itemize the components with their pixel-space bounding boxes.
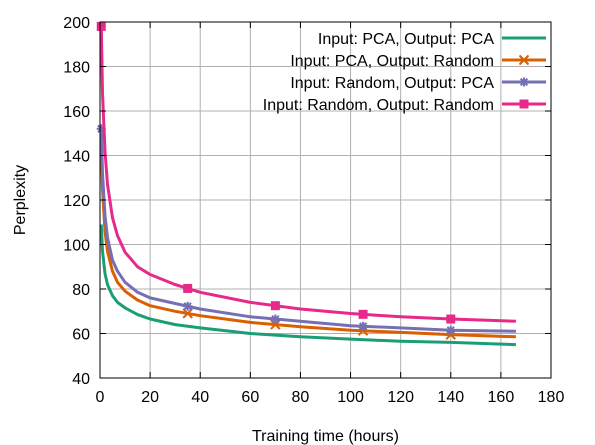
data-point-marker — [446, 325, 456, 335]
legend-entry: Input: PCA, Output: Random — [290, 53, 546, 70]
legend-label: Input: PCA, Output: Random — [290, 53, 494, 70]
x-tick-label: 20 — [141, 389, 159, 406]
x-tick-label: 160 — [488, 389, 515, 406]
series-line — [99, 128, 516, 333]
x-tick-label: 140 — [437, 389, 464, 406]
x-tick-label: 80 — [292, 389, 310, 406]
x-tick-label: 100 — [337, 389, 364, 406]
data-point-marker — [183, 283, 193, 293]
y-tick-label: 160 — [63, 104, 90, 121]
data-point-marker — [183, 301, 193, 311]
legend-entry: Input: Random, Output: Random — [263, 97, 546, 114]
y-tick-label: 100 — [63, 238, 90, 255]
y-tick-label: 180 — [63, 60, 90, 77]
data-point-marker — [270, 314, 280, 324]
x-axis-title: Training time (hours) — [252, 428, 399, 445]
y-tick-label: 120 — [63, 193, 90, 210]
data-point-marker — [358, 321, 368, 331]
y-tick-label: 80 — [72, 282, 90, 299]
legend-marker — [519, 77, 529, 87]
y-axis-title: Perplexity — [12, 165, 29, 235]
axis-ticks: 0 20 40 60 80 100 120 140 160 180 40 60 80 100 120 140 1… — [63, 15, 564, 406]
data-point-marker — [96, 21, 106, 31]
y-tick-label: 200 — [63, 15, 90, 32]
legend-entry: Input: Random, Output: PCA — [290, 75, 546, 92]
x-tick-label: 180 — [538, 389, 565, 406]
series-4 — [96, 21, 516, 324]
series-line — [99, 224, 516, 347]
legend-marker — [519, 99, 529, 109]
x-tick-label: 120 — [387, 389, 414, 406]
legend-marker — [518, 54, 530, 66]
legend-entry: Input: PCA, Output: PCA — [318, 31, 546, 48]
series-1 — [99, 224, 516, 347]
legend-label: Input: Random, Output: PCA — [290, 75, 494, 92]
legend: Input: PCA, Output: PCA Input: PCA, Outpu… — [263, 31, 546, 114]
x-tick-label: 60 — [241, 389, 259, 406]
legend-label: Input: Random, Output: Random — [263, 97, 494, 114]
y-tick-label: 140 — [63, 149, 90, 166]
data-point-marker — [270, 301, 280, 311]
legend-label: Input: PCA, Output: PCA — [318, 31, 494, 48]
data-point-marker — [446, 314, 456, 324]
y-tick-label: 40 — [72, 371, 90, 388]
y-tick-label: 60 — [72, 327, 90, 344]
grid — [100, 22, 551, 378]
series-line — [99, 26, 516, 323]
data-point-marker — [358, 309, 368, 319]
x-tick-label: 0 — [96, 389, 105, 406]
x-tick-label: 40 — [191, 389, 209, 406]
data-point-marker — [182, 308, 193, 319]
series-lines — [96, 21, 516, 347]
series-line — [99, 139, 516, 339]
